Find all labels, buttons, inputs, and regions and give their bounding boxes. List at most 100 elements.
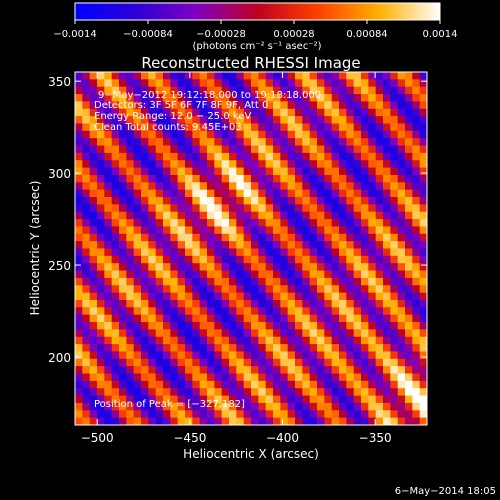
heatmap-cell	[192, 410, 201, 419]
heatmap-cell	[133, 314, 142, 323]
heatmap-cell	[192, 72, 201, 80]
heatmap-cell	[295, 402, 303, 411]
heatmap-cell	[419, 226, 427, 235]
heatmap-cell	[214, 358, 223, 367]
heatmap-cell	[177, 299, 186, 308]
heatmap-cell	[185, 211, 193, 220]
heatmap-cell	[236, 329, 245, 338]
heatmap-cell	[368, 307, 377, 316]
heatmap-cell	[133, 351, 142, 360]
heatmap-cell	[155, 255, 164, 264]
heatmap-cell	[331, 270, 340, 279]
heatmap-cell	[280, 204, 289, 213]
heatmap-cell	[185, 329, 193, 338]
heatmap-cell	[280, 329, 289, 338]
heatmap-cell	[163, 160, 171, 169]
heatmap-cell	[324, 285, 333, 294]
heatmap-cell	[126, 204, 135, 213]
heatmap-cell	[133, 380, 142, 389]
heatmap-cell	[229, 160, 237, 169]
heatmap-cell	[405, 233, 413, 242]
heatmap-cell	[192, 138, 201, 147]
heatmap-cell	[309, 152, 318, 161]
heatmap-cell	[368, 402, 377, 411]
heatmap-cell	[412, 277, 421, 286]
heatmap-cell	[265, 138, 274, 147]
heatmap-cell	[192, 145, 201, 154]
heatmap-cell	[229, 299, 237, 308]
heatmap-cell	[177, 285, 186, 294]
heatmap-cell	[419, 344, 427, 353]
heatmap-cell	[295, 270, 303, 279]
heatmap-cell	[383, 160, 391, 169]
heatmap-cell	[317, 402, 325, 411]
heatmap-cell	[295, 351, 303, 360]
heatmap-cell	[412, 344, 421, 353]
heatmap-cell	[265, 79, 274, 88]
heatmap-cell	[280, 358, 289, 367]
heatmap-cell	[207, 241, 215, 250]
heatmap-cell	[412, 270, 421, 279]
heatmap-cell	[207, 373, 215, 382]
heatmap-cell	[419, 152, 427, 161]
heatmap-cell	[361, 219, 369, 228]
heatmap-cell	[375, 322, 384, 330]
heatmap-cell	[302, 167, 311, 176]
heatmap-cell	[229, 138, 237, 147]
heatmap-cell	[163, 388, 171, 397]
heatmap-cell	[309, 285, 318, 294]
heatmap-cell	[199, 336, 208, 345]
heatmap-cell	[346, 329, 355, 338]
heatmap-cell	[97, 344, 105, 353]
heatmap-cell	[141, 189, 149, 198]
heatmap-cell	[353, 388, 362, 397]
heatmap-cell	[405, 94, 413, 103]
heatmap-cell	[419, 380, 427, 389]
heatmap-cell	[368, 116, 377, 125]
heatmap-cell	[119, 138, 127, 147]
heatmap-cell	[317, 101, 325, 110]
heatmap-cell	[287, 292, 296, 301]
heatmap-cell	[251, 241, 259, 250]
heatmap-cell	[258, 233, 267, 242]
heatmap-cell	[163, 277, 171, 286]
heatmap-cell	[383, 123, 391, 132]
heatmap-cell	[119, 197, 127, 205]
heatmap-cell	[229, 152, 237, 161]
heatmap-cell	[221, 204, 230, 213]
heatmap-cell	[265, 255, 274, 264]
heatmap-cell	[155, 152, 164, 161]
heatmap-cell	[236, 94, 245, 103]
heatmap-cell	[141, 182, 149, 191]
heatmap-cell	[243, 248, 252, 257]
heatmap-cell	[177, 138, 186, 147]
heatmap-cell	[229, 344, 237, 353]
heatmap-cell	[207, 292, 215, 301]
heatmap-cell	[221, 219, 230, 228]
heatmap-cell	[214, 72, 223, 80]
heatmap-cell	[111, 219, 120, 228]
heatmap-cell	[236, 226, 245, 235]
heatmap-cell	[119, 233, 127, 242]
heatmap-cell	[221, 79, 230, 88]
heatmap-cell	[148, 145, 157, 154]
heatmap-cell	[75, 174, 83, 183]
heatmap-cell	[229, 270, 237, 279]
heatmap-cell	[419, 182, 427, 191]
heatmap-cell	[317, 138, 325, 147]
heatmap-cell	[199, 322, 208, 330]
heatmap-cell	[111, 189, 120, 198]
heatmap-cell	[339, 270, 347, 279]
heatmap-cell	[412, 314, 421, 323]
heatmap-cell	[287, 123, 296, 132]
heatmap-cell	[148, 101, 157, 110]
heatmap-cell	[82, 380, 91, 389]
heatmap-cell	[383, 336, 391, 345]
heatmap-cell	[258, 380, 267, 389]
heatmap-cell	[419, 263, 427, 272]
heatmap-cell	[148, 373, 157, 382]
heatmap-cell	[82, 189, 91, 198]
x-axis-ticks: −500 −450 −400 −350	[81, 72, 392, 445]
y-tick-label: 250	[48, 259, 71, 273]
heatmap-cell	[405, 211, 413, 220]
